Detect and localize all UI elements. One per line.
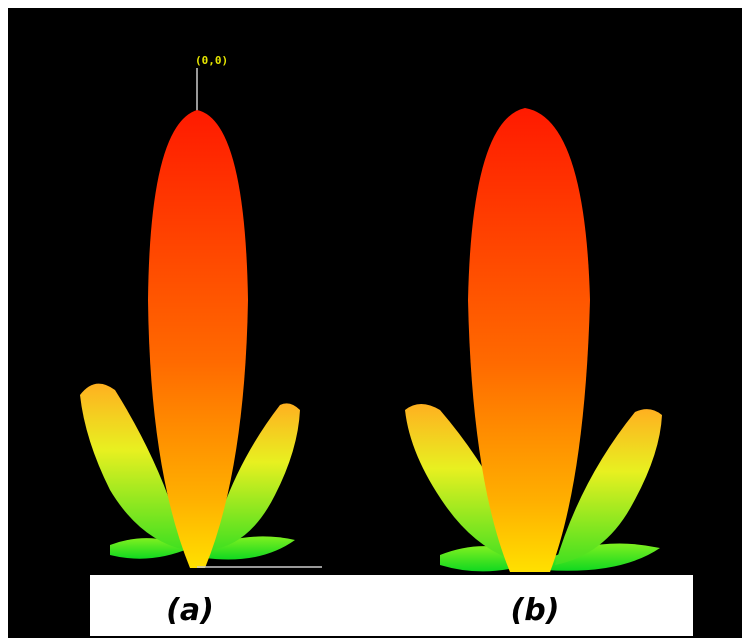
caption-bar: [90, 575, 693, 636]
background: [8, 8, 742, 638]
pattern-b: [405, 108, 662, 572]
caption: (b): [511, 593, 560, 628]
origin-label: (0,0): [195, 54, 228, 67]
pattern-a: (0,0): [80, 54, 322, 568]
caption: (a): [166, 593, 214, 628]
